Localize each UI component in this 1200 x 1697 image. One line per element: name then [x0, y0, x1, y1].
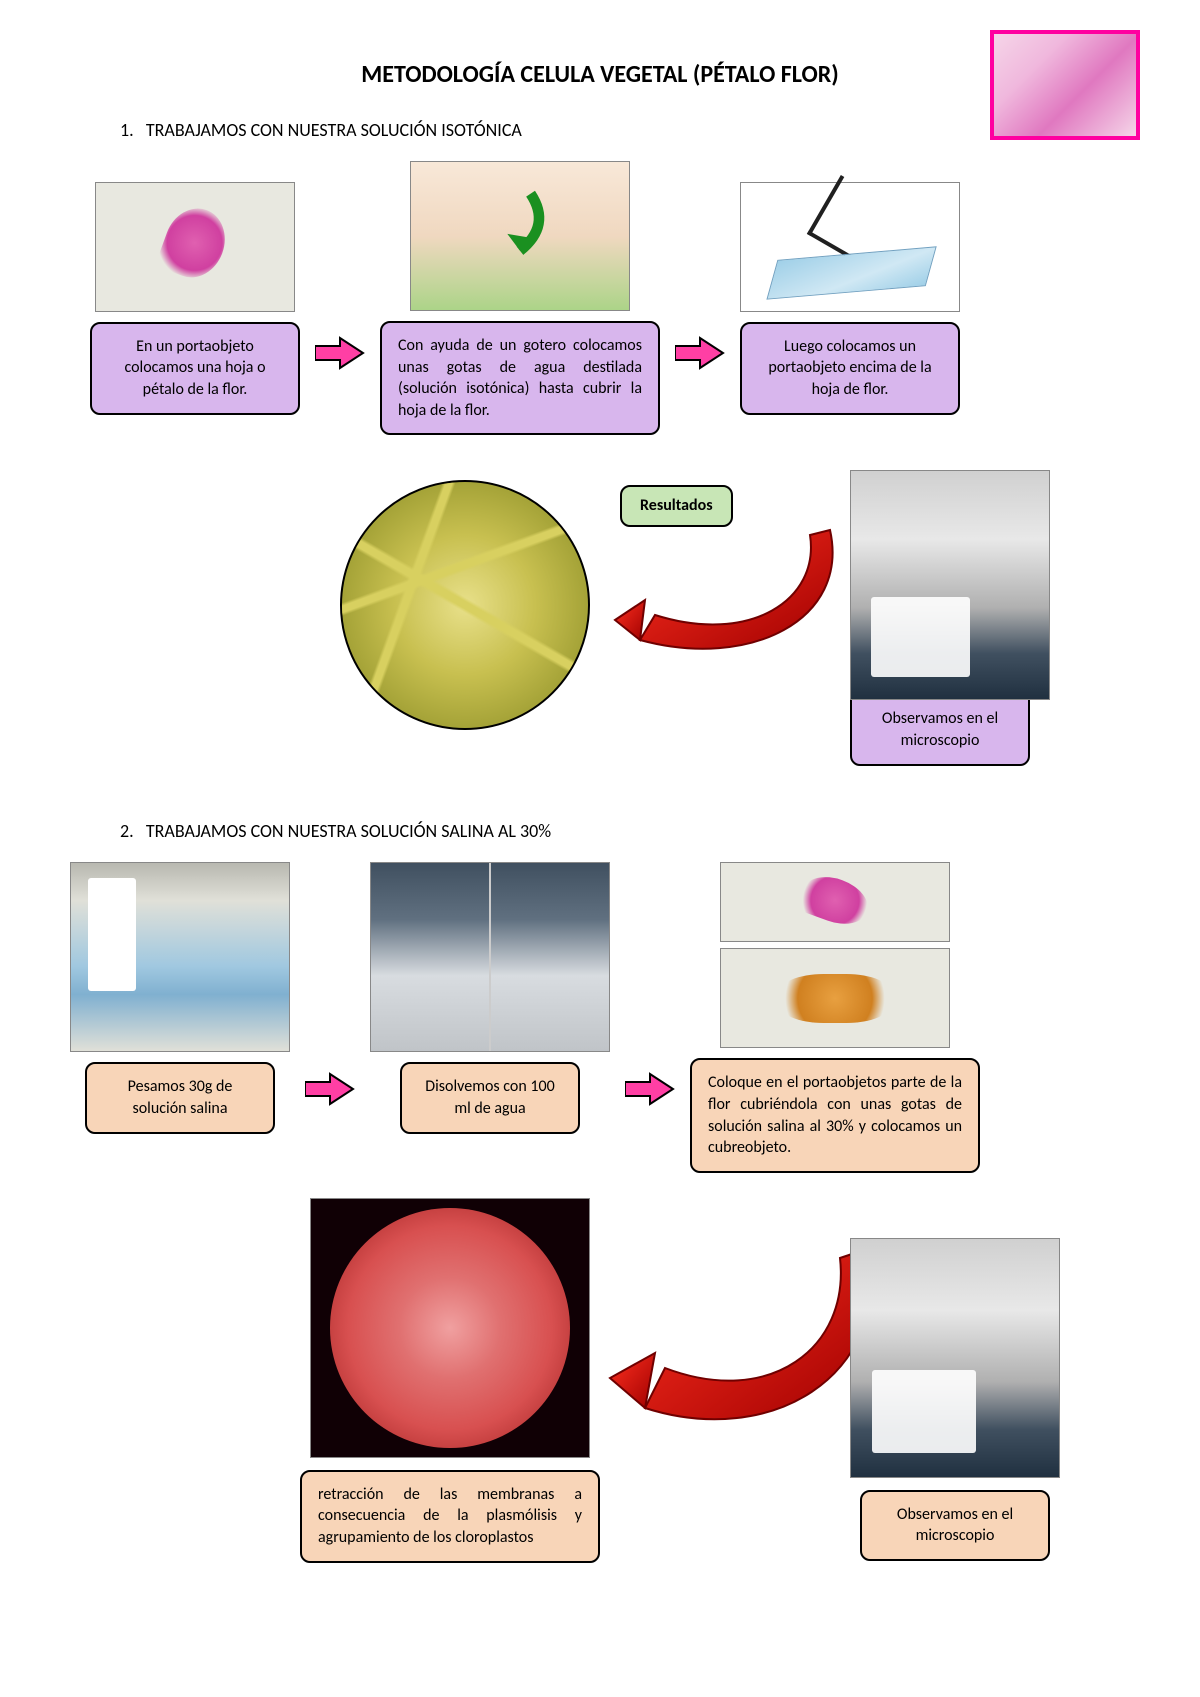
- s1-red-arrow: [600, 520, 860, 700]
- s1-results-text: Resultados: [640, 496, 713, 515]
- s1-step1-box: En un portaobjeto colocamos una hoja o p…: [90, 322, 300, 415]
- s2-microscope-caption-text: Observamos en el microscopio: [897, 1505, 1013, 1546]
- s2-microscope-photo: [850, 1238, 1060, 1478]
- section2-heading: TRABAJAMOS CON NUESTRA SOLUCIÓN SALINA A…: [146, 820, 551, 842]
- section1-number: 1.: [120, 119, 134, 141]
- section1-results: Resultados Observamos en el microscopio: [60, 460, 1140, 790]
- section2-number: 2.: [120, 820, 134, 842]
- section2-row: Pesamos 30g de solución salina Disolvemo…: [70, 862, 1140, 1172]
- s2-step1: Pesamos 30g de solución salina: [70, 862, 290, 1133]
- s2-red-arrow: [590, 1238, 890, 1468]
- s1-step3-box: Luego colocamos un portaobjeto encima de…: [740, 322, 960, 415]
- section1-heading: TRABAJAMOS CON NUESTRA SOLUCIÓN ISOTÓNIC…: [146, 119, 522, 141]
- s2-result-caption-text: retracción de las membranas a consecuenc…: [318, 1485, 582, 1547]
- s2-step3-photo-b: [720, 948, 950, 1048]
- section2-results: retracción de las membranas a consecuenc…: [60, 1198, 1140, 1578]
- s1-step1-photo: [95, 182, 295, 312]
- s1-microscope-view: [340, 480, 590, 730]
- s2-step3-photo-a: [720, 862, 950, 942]
- s1-step2-box: Con ayuda de un gotero colocamos unas go…: [380, 321, 660, 435]
- s2-step1-text: Pesamos 30g de solución salina: [128, 1077, 233, 1118]
- s2-microscope-view-frame: [310, 1198, 590, 1458]
- s2-microscope-caption: Observamos en el microscopio: [860, 1490, 1050, 1561]
- page-title: METODOLOGÍA CELULA VEGETAL (PÉTALO FLOR): [60, 60, 1140, 89]
- s1-step1: En un portaobjeto colocamos una hoja o p…: [90, 182, 300, 415]
- s1-step2-text: Con ayuda de un gotero colocamos unas go…: [398, 336, 642, 420]
- s2-step1-photo: [70, 862, 290, 1052]
- s1-microscope-caption: Observamos en el microscopio: [850, 694, 1030, 765]
- s2-step3-box: Coloque en el portaobjetos parte de la f…: [690, 1058, 980, 1172]
- s1-microscope-caption-text: Observamos en el microscopio: [882, 709, 998, 750]
- s2-microscope-view: [330, 1208, 570, 1448]
- corner-flower-photo: [990, 30, 1140, 140]
- s2-step1-box: Pesamos 30g de solución salina: [85, 1062, 275, 1133]
- s1-step2: Con ayuda de un gotero colocamos unas go…: [380, 161, 660, 435]
- s2-step2-text: Disolvemos con 100 ml de agua: [425, 1077, 554, 1118]
- s1-step3: Luego colocamos un portaobjeto encima de…: [740, 182, 960, 415]
- s2-step3: Coloque en el portaobjetos parte de la f…: [690, 862, 980, 1172]
- section1-header: 1. TRABAJAMOS CON NUESTRA SOLUCIÓN ISOTÓ…: [120, 119, 1140, 141]
- section1-row: En un portaobjeto colocamos una hoja o p…: [90, 161, 1140, 435]
- s2-step3-text: Coloque en el portaobjetos parte de la f…: [708, 1073, 962, 1157]
- section2-header: 2. TRABAJAMOS CON NUESTRA SOLUCIÓN SALIN…: [120, 820, 1140, 842]
- arrow-right-3: [305, 1072, 355, 1106]
- arrow-right-1: [315, 336, 365, 370]
- s2-result-caption: retracción de las membranas a consecuenc…: [300, 1470, 600, 1563]
- s2-step2-photo: [370, 862, 610, 1052]
- s2-step2: Disolvemos con 100 ml de agua: [370, 862, 610, 1133]
- s1-step1-text: En un portaobjeto colocamos una hoja o p…: [124, 337, 265, 399]
- s1-step3-text: Luego colocamos un portaobjeto encima de…: [768, 337, 931, 399]
- s1-step3-photo: [740, 182, 960, 312]
- s1-microscope-photo: [850, 470, 1050, 700]
- s2-step2-box: Disolvemos con 100 ml de agua: [400, 1062, 580, 1133]
- s1-step2-photo: [410, 161, 630, 311]
- arrow-right-2: [675, 336, 725, 370]
- arrow-right-4: [625, 1072, 675, 1106]
